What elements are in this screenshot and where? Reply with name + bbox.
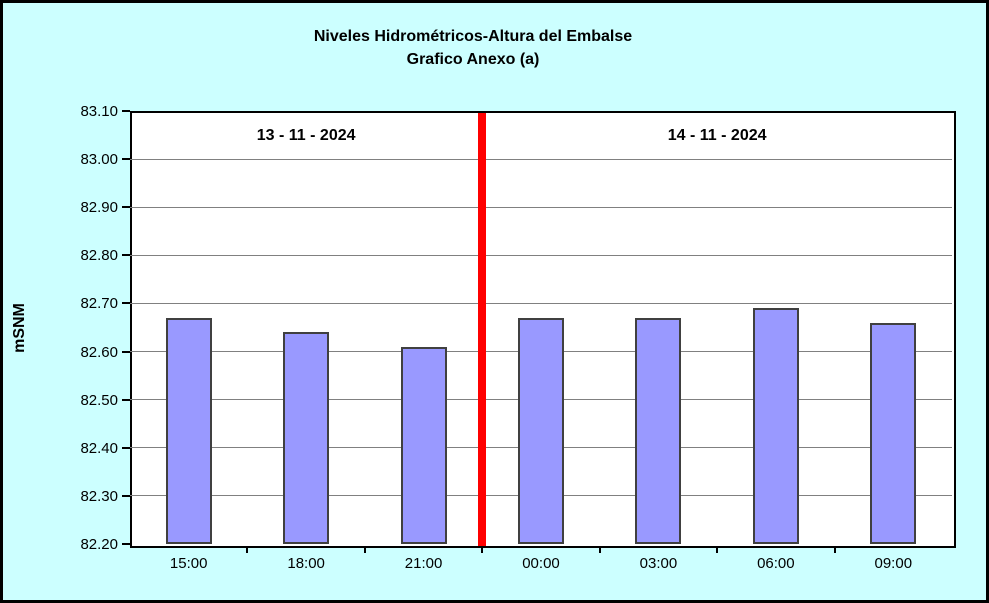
y-axis-tick-label: 82.90 [80, 199, 118, 217]
x-axis-tick-label: 03:00 [639, 555, 678, 572]
bar-15:00 [165, 317, 212, 544]
x-axis-tick [481, 546, 484, 553]
x-axis-tick [246, 546, 249, 553]
x-axis-tick [716, 546, 719, 553]
y-gridline [130, 302, 952, 304]
bar-21:00 [400, 346, 447, 544]
y-gridline [130, 206, 952, 208]
date-label-right: 14 - 11 - 2024 [667, 127, 767, 144]
chart-title-line1: Niveles Hidrométricos-Altura del Embalse [313, 28, 633, 45]
x-axis-tick [598, 546, 601, 553]
y-axis-tick-label: 82.70 [80, 295, 118, 313]
y-axis-title-text: mSNM [11, 302, 28, 353]
x-axis-tick-label: 09:00 [874, 555, 913, 572]
y-axis-tick [122, 398, 130, 401]
y-axis-tick-label: 83.00 [80, 151, 118, 169]
x-axis-tick-label: 06:00 [757, 555, 795, 572]
bar-18:00 [283, 332, 330, 544]
bar-06:00 [752, 308, 799, 544]
y-axis-tick [122, 158, 130, 161]
y-axis-tick-label: 82.40 [80, 439, 118, 457]
y-axis-tick [122, 446, 130, 449]
x-axis-tick-label: 15:00 [169, 555, 208, 572]
y-axis-tick [122, 254, 130, 257]
y-axis-tick-label: 82.30 [80, 487, 118, 505]
date-divider-line [478, 113, 487, 546]
x-axis-tick-label: 00:00 [522, 555, 560, 572]
chart-title-line2: Grafico Anexo (a) [406, 51, 540, 68]
y-axis-tick-label: 82.60 [80, 343, 118, 361]
y-gridline [130, 254, 952, 256]
y-axis-tick-label: 83.10 [80, 103, 118, 120]
y-axis-tick [122, 543, 130, 545]
y-gridline [130, 158, 952, 160]
y-axis-title: mSNM [3, 111, 37, 544]
date-label-left: 13 - 11 - 2024 [256, 127, 356, 144]
x-axis-tick [833, 546, 836, 553]
bar-00:00 [518, 317, 564, 544]
bar-03:00 [635, 317, 682, 544]
x-axis-tick-label: 18:00 [287, 555, 325, 572]
y-axis-tick [122, 302, 130, 305]
bar-09:00 [870, 322, 917, 544]
x-axis-tick [363, 546, 366, 553]
y-axis-tick [122, 494, 130, 497]
y-axis-tick [122, 206, 130, 209]
y-axis-tick-label: 82.20 [80, 536, 118, 553]
chart-title: Niveles Hidrométricos-Altura del Embalse… [314, 25, 632, 71]
x-axis-tick-label: 21:00 [404, 555, 443, 572]
y-axis-tick [122, 110, 130, 112]
y-axis-tick-label: 82.50 [80, 391, 118, 409]
y-axis-tick [122, 350, 130, 353]
y-axis-tick-label: 82.80 [80, 247, 118, 265]
